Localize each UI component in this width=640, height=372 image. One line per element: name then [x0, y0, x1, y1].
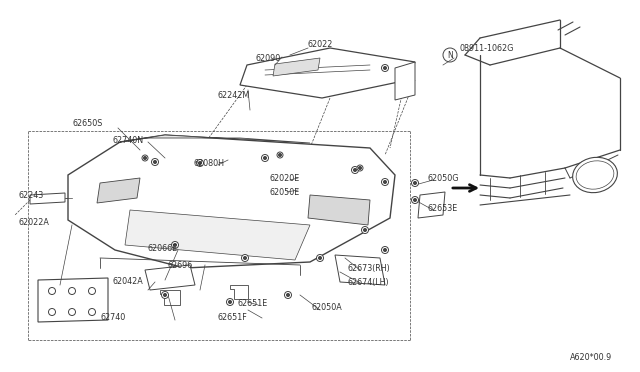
Circle shape: [68, 288, 76, 295]
Circle shape: [381, 179, 388, 186]
Circle shape: [383, 180, 387, 183]
Polygon shape: [273, 58, 320, 76]
Polygon shape: [308, 195, 370, 225]
Circle shape: [227, 298, 234, 305]
Text: 62651F: 62651F: [218, 314, 248, 323]
Text: 62653E: 62653E: [428, 203, 458, 212]
Circle shape: [381, 247, 388, 253]
Text: 62022A: 62022A: [18, 218, 49, 227]
Circle shape: [173, 244, 177, 247]
Text: 62674(LH): 62674(LH): [348, 278, 390, 286]
Circle shape: [412, 180, 419, 186]
Text: 62020E: 62020E: [270, 173, 300, 183]
Circle shape: [285, 292, 291, 298]
Circle shape: [88, 288, 95, 295]
Polygon shape: [160, 290, 180, 305]
Circle shape: [317, 254, 323, 262]
Text: 62740N: 62740N: [112, 135, 143, 144]
Circle shape: [243, 257, 246, 260]
Circle shape: [413, 199, 417, 202]
Circle shape: [154, 160, 157, 164]
Text: 62050A: 62050A: [312, 304, 343, 312]
Circle shape: [353, 169, 356, 171]
Text: N: N: [447, 51, 453, 60]
Polygon shape: [30, 193, 65, 204]
Polygon shape: [395, 62, 415, 100]
Ellipse shape: [576, 161, 614, 189]
Circle shape: [88, 308, 95, 315]
Text: 62042A: 62042A: [112, 278, 143, 286]
Text: 62243: 62243: [18, 190, 44, 199]
Polygon shape: [240, 48, 415, 98]
Circle shape: [49, 288, 56, 295]
Text: 62740: 62740: [100, 314, 125, 323]
Text: 62242M: 62242M: [218, 90, 250, 99]
Circle shape: [277, 152, 283, 158]
Polygon shape: [335, 255, 385, 285]
Text: 62050E: 62050E: [270, 187, 300, 196]
Circle shape: [287, 294, 289, 296]
Text: 62090: 62090: [255, 54, 280, 62]
Text: 62650S: 62650S: [72, 119, 102, 128]
Polygon shape: [68, 135, 395, 268]
Circle shape: [264, 157, 266, 160]
Circle shape: [443, 48, 457, 62]
Circle shape: [362, 227, 369, 234]
Circle shape: [163, 294, 166, 296]
Polygon shape: [230, 285, 248, 299]
Circle shape: [278, 154, 282, 157]
Polygon shape: [145, 265, 195, 290]
Text: A620*00.9: A620*00.9: [570, 353, 612, 362]
Circle shape: [143, 157, 147, 160]
Text: 62066E: 62066E: [148, 244, 178, 253]
Text: 62673(RH): 62673(RH): [348, 263, 391, 273]
Circle shape: [152, 158, 159, 166]
Text: 62022: 62022: [308, 39, 333, 48]
Circle shape: [412, 196, 419, 203]
Circle shape: [351, 167, 358, 173]
Circle shape: [364, 228, 367, 231]
Circle shape: [381, 64, 388, 71]
Circle shape: [172, 241, 179, 248]
Circle shape: [49, 308, 56, 315]
Circle shape: [68, 308, 76, 315]
Text: 62696: 62696: [168, 260, 193, 269]
Polygon shape: [418, 192, 445, 218]
Circle shape: [196, 160, 204, 167]
Circle shape: [262, 154, 269, 161]
Text: 62080H: 62080H: [193, 158, 224, 167]
Circle shape: [358, 167, 362, 170]
Circle shape: [383, 248, 387, 251]
Circle shape: [241, 254, 248, 262]
Circle shape: [228, 301, 232, 304]
Circle shape: [413, 182, 417, 185]
Text: 62651E: 62651E: [238, 298, 268, 308]
Circle shape: [383, 67, 387, 70]
Text: 62050G: 62050G: [428, 173, 460, 183]
Circle shape: [161, 292, 168, 298]
Circle shape: [142, 155, 148, 161]
Polygon shape: [97, 178, 140, 203]
Polygon shape: [125, 210, 310, 260]
Text: 08911-1062G: 08911-1062G: [460, 44, 515, 52]
Polygon shape: [38, 278, 108, 322]
Circle shape: [198, 161, 202, 164]
Circle shape: [319, 257, 321, 260]
Circle shape: [357, 165, 363, 171]
Polygon shape: [120, 135, 310, 143]
Ellipse shape: [573, 157, 618, 193]
